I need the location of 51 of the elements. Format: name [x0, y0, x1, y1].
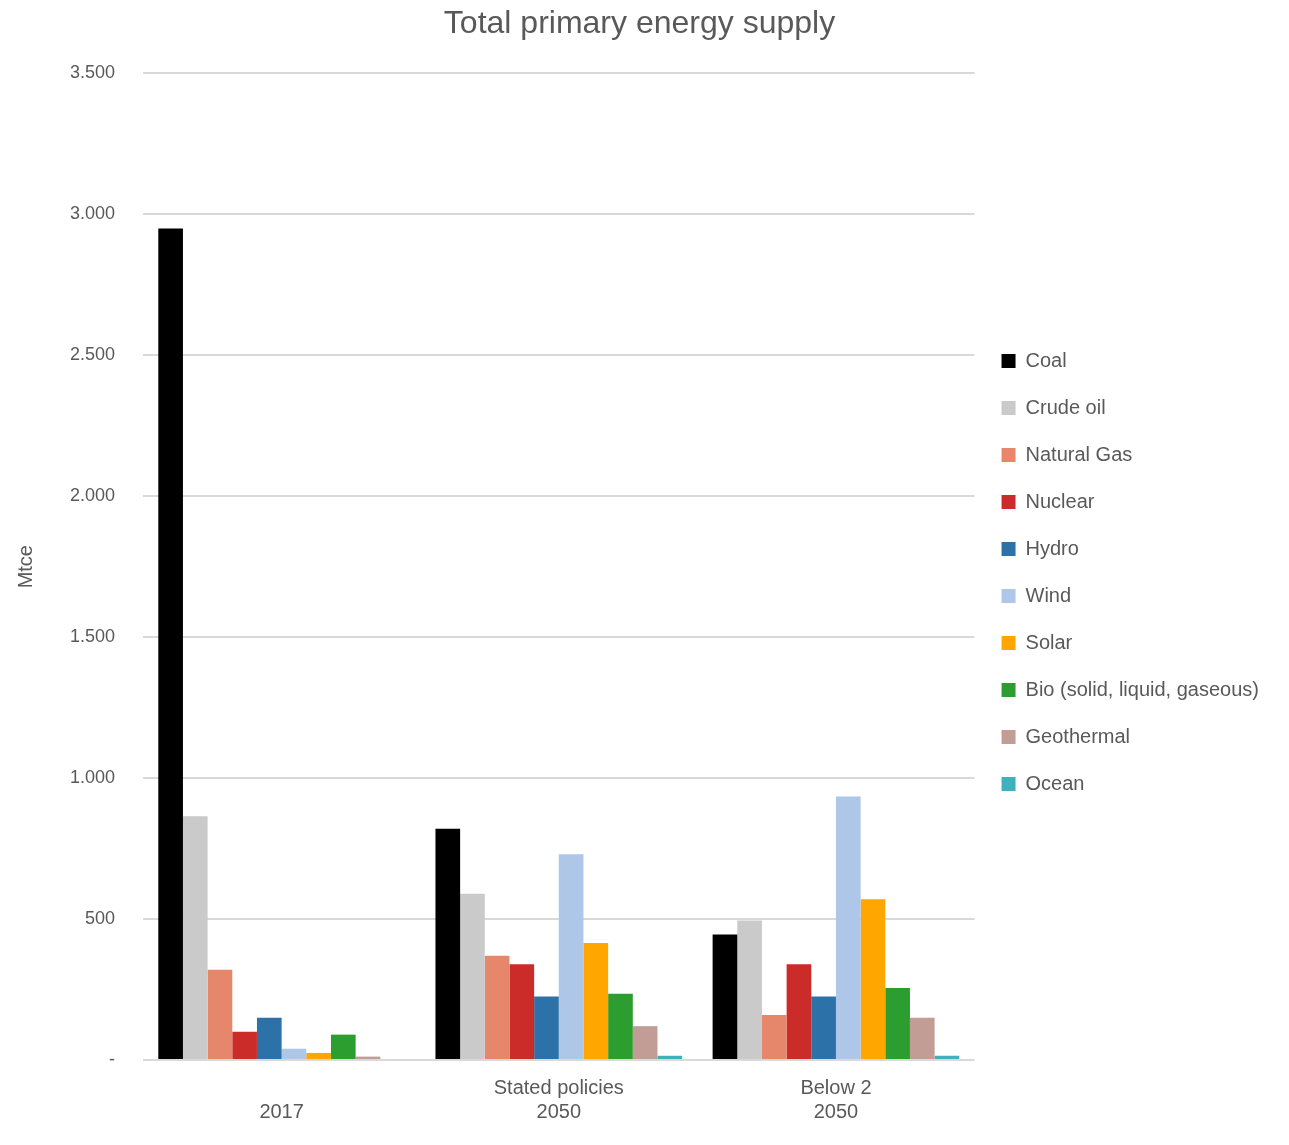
bar — [835, 796, 861, 1059]
bar — [632, 1026, 658, 1059]
legend-label: Ocean — [1025, 771, 1085, 794]
y-axis-title: Mtce — [13, 545, 36, 589]
bar — [435, 828, 461, 1059]
bar — [306, 1052, 331, 1059]
y-tick-label: - — [109, 1048, 116, 1069]
legend-label: Geothermal — [1025, 724, 1131, 747]
bar — [460, 893, 485, 1059]
bar — [761, 1014, 787, 1059]
bar — [330, 1034, 356, 1059]
bar — [509, 964, 535, 1059]
legend-label: Wind — [1025, 583, 1072, 606]
legend-label: Bio (solid, liquid, gaseous) — [1025, 677, 1260, 700]
bar — [158, 228, 183, 1059]
bar — [860, 899, 886, 1059]
bar — [256, 1017, 282, 1059]
x-tick-label: Below 2 2050 — [800, 1075, 872, 1122]
legend-label: Hydro — [1025, 536, 1079, 559]
legend-label: Natural Gas — [1025, 442, 1133, 465]
y-tick-label: 2.500 — [70, 344, 116, 365]
legend-label: Solar — [1025, 630, 1073, 653]
legend-label: Crude oil — [1025, 395, 1106, 418]
bar — [737, 920, 762, 1059]
bar — [934, 1055, 960, 1059]
y-tick-label: 3.000 — [70, 203, 116, 224]
bar — [182, 816, 208, 1059]
chart-title: Total primary energy supply — [443, 4, 836, 41]
y-tick-label: 1.000 — [70, 767, 116, 788]
bar — [608, 993, 633, 1059]
bar — [583, 943, 609, 1059]
bar — [484, 955, 510, 1059]
legend-label: Coal — [1025, 348, 1067, 371]
bar — [232, 1031, 257, 1059]
y-tick-label: 3.500 — [70, 62, 116, 83]
bar — [811, 996, 836, 1059]
bar — [207, 969, 233, 1059]
y-tick-label: 2.000 — [70, 485, 116, 506]
bar — [909, 1017, 935, 1059]
bar — [786, 964, 812, 1059]
bar — [712, 934, 738, 1059]
bar — [281, 1048, 307, 1059]
bar — [534, 996, 559, 1059]
bar — [657, 1055, 683, 1059]
legend-label: Nuclear — [1025, 489, 1095, 512]
x-tick-label: 2017 — [259, 1099, 304, 1122]
x-tick-label: Stated policies 2050 — [493, 1075, 624, 1122]
bar — [558, 854, 584, 1059]
y-tick-label: 1.500 — [70, 626, 116, 647]
y-tick-label: 500 — [85, 908, 116, 929]
bar — [885, 988, 910, 1059]
